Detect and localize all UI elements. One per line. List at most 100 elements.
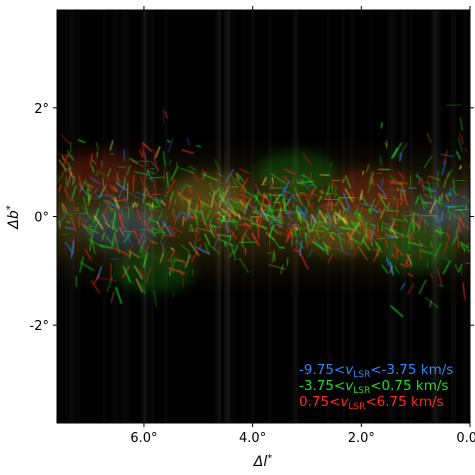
emission-filament	[182, 277, 185, 289]
emission-filament	[273, 194, 282, 208]
emission-filament	[406, 282, 415, 296]
emission-filament	[58, 168, 67, 182]
background-streak	[65, 10, 69, 423]
emission-filament	[379, 155, 383, 166]
emission-filament	[221, 186, 226, 194]
emission-filament	[136, 208, 142, 221]
emission-filament	[243, 232, 251, 242]
emission-filament	[134, 171, 150, 176]
emission-filament	[110, 291, 115, 303]
emission-filament	[381, 221, 384, 233]
emission-filament	[115, 181, 127, 192]
emission-filament	[396, 181, 409, 185]
emission-filament	[79, 179, 87, 192]
emission-filament	[91, 159, 97, 165]
emission-filament	[379, 207, 383, 214]
emission-filament	[323, 213, 332, 221]
emission-filament	[403, 217, 409, 223]
emission-filament	[61, 203, 66, 214]
emission-filament	[219, 194, 228, 207]
emission-filament	[188, 241, 200, 256]
emission-filament	[465, 262, 470, 264]
emission-filament	[321, 203, 340, 206]
emission-map	[57, 10, 470, 423]
emission-filament	[214, 211, 229, 214]
emission-filament	[310, 193, 328, 200]
emission-filament	[369, 223, 375, 226]
emission-filament	[142, 186, 147, 204]
emission-filament	[143, 239, 148, 243]
emission-filament	[350, 220, 357, 227]
emission-filament	[149, 167, 156, 170]
emission-filament	[291, 232, 293, 246]
emission-filament	[127, 206, 130, 220]
emission-filament	[277, 207, 283, 219]
emission-filament	[438, 226, 443, 235]
emission-filament	[410, 218, 421, 229]
emission-filament	[418, 213, 422, 228]
emission-filament	[62, 153, 70, 166]
emission-filament	[79, 261, 95, 272]
emission-filament	[131, 159, 145, 168]
emission-filament	[70, 141, 72, 153]
emission-filament	[95, 170, 100, 177]
emission-filament	[380, 121, 384, 129]
emission-filament	[139, 174, 144, 186]
emission-filament	[407, 272, 414, 278]
emission-filament	[61, 155, 66, 162]
emission-filament	[115, 198, 129, 202]
emission-filament	[209, 219, 213, 224]
emission-filament	[71, 176, 76, 186]
emission-filament	[113, 246, 130, 257]
emission-filament	[351, 239, 355, 250]
emission-filament	[371, 208, 380, 214]
emission-filament	[230, 198, 243, 210]
emission-filament	[393, 240, 396, 248]
emission-filament	[290, 176, 295, 189]
emission-filament	[113, 186, 118, 192]
emission-filament	[240, 232, 244, 237]
emission-filament	[305, 175, 318, 189]
emission-filament	[238, 257, 250, 274]
x-axis-label: Δl*	[253, 453, 272, 470]
emission-filament	[168, 159, 172, 166]
emission-filament	[128, 157, 139, 164]
emission-filament	[292, 194, 307, 196]
emission-filament	[299, 240, 303, 256]
emission-filament	[268, 225, 274, 238]
emission-filament	[90, 198, 98, 200]
emission-filament	[434, 215, 439, 222]
emission-filament	[299, 208, 308, 219]
emission-filament	[169, 190, 175, 202]
emission-filament	[156, 221, 161, 229]
emission-filament	[213, 188, 220, 196]
emission-filament	[113, 196, 121, 210]
emission-filament	[436, 268, 443, 285]
emission-filament	[384, 239, 388, 249]
emission-filament	[150, 160, 160, 171]
emission-filament	[118, 213, 125, 230]
emission-filament	[358, 193, 363, 201]
emission-filament	[408, 187, 417, 190]
emission-filament	[133, 227, 140, 244]
emission-filament	[135, 191, 154, 198]
emission-filament	[452, 178, 455, 189]
emission-filament	[270, 227, 282, 236]
emission-filament	[441, 160, 447, 176]
emission-filament	[75, 275, 78, 287]
emission-filament	[230, 204, 247, 213]
emission-filament	[367, 208, 373, 214]
emission-filament	[327, 196, 331, 208]
emission-filament	[140, 283, 146, 295]
emission-filament	[109, 140, 114, 151]
emission-filament	[127, 191, 142, 200]
emission-filament	[357, 213, 362, 217]
emission-filament	[392, 142, 403, 158]
emission-filament	[90, 236, 96, 254]
emission-filament	[397, 171, 406, 180]
emission-filament	[447, 193, 452, 197]
emission-filament	[84, 248, 92, 261]
emission-filament	[350, 233, 353, 250]
emission-filament	[203, 196, 218, 208]
emission-filament	[433, 230, 445, 234]
